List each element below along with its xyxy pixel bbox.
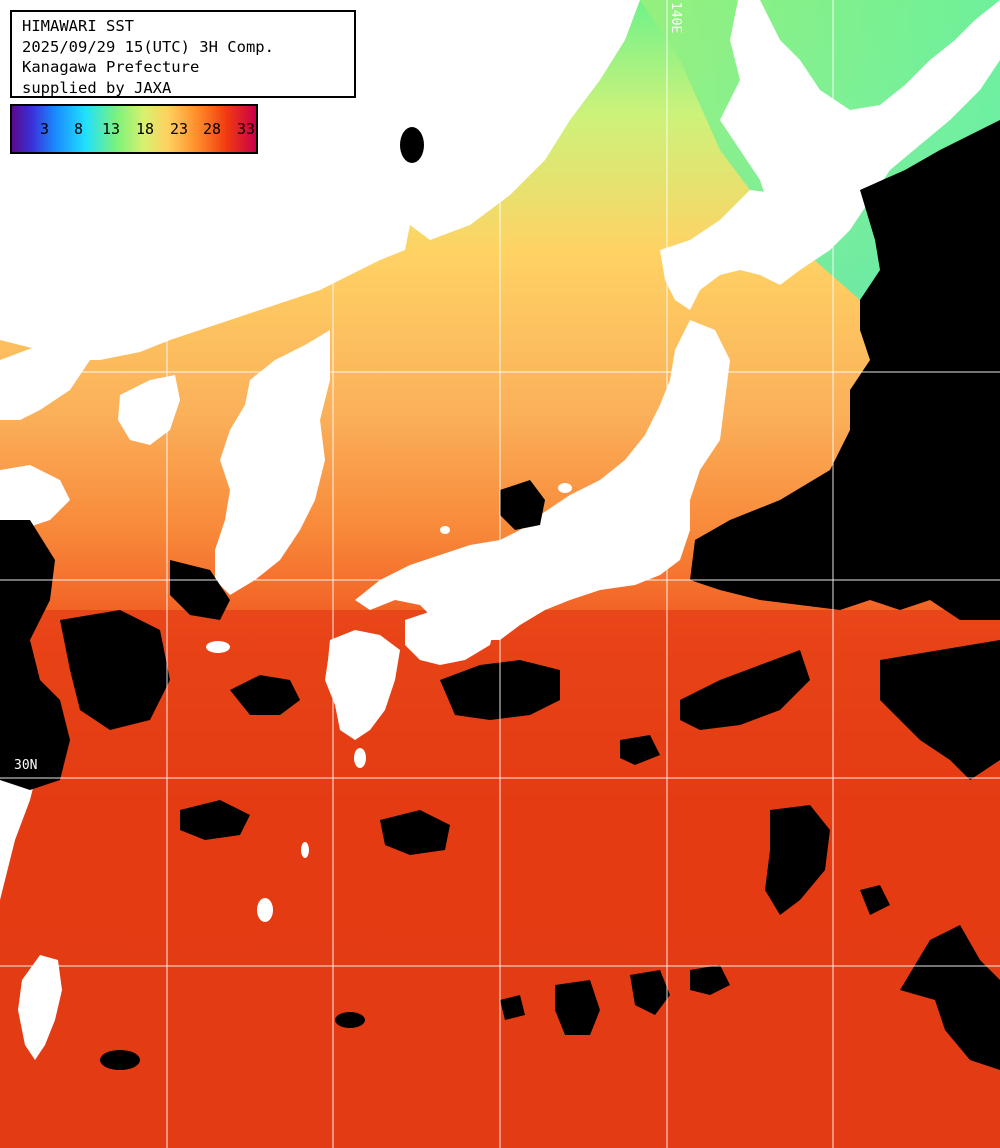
map-credit: supplied by JAXA <box>22 78 172 97</box>
cloud-east-pacific <box>690 120 1000 620</box>
land-china-north <box>0 340 90 420</box>
colorbar-label-23: 23 <box>170 120 189 138</box>
cloud-west-2 <box>60 610 170 730</box>
cloud-mid-2 <box>380 810 450 855</box>
cloud-south-4 <box>690 965 730 995</box>
colorbar-label-13: 13 <box>102 120 121 138</box>
colorbar-label-33: 33 <box>237 120 256 138</box>
map-title: HIMAWARI SST <box>22 17 134 35</box>
land-shikoku <box>405 610 495 665</box>
cloud-speck-3 <box>335 1012 365 1028</box>
land-okinawa <box>257 898 273 922</box>
cloud-south-6 <box>620 735 660 765</box>
cloud-central-2 <box>230 675 300 715</box>
cloud-west-china <box>0 520 70 790</box>
map-region: Kanagawa Prefecture <box>22 58 200 76</box>
land-sakhalin <box>720 0 1000 240</box>
land-taiwan <box>18 955 62 1060</box>
map-info-box: HIMAWARI SST 2025/09/29 15(UTC) 3H Comp.… <box>10 10 356 98</box>
land-honshu <box>355 320 730 640</box>
cloud-south-1 <box>555 980 600 1035</box>
cloud-speck-2 <box>100 1050 140 1070</box>
grid-label-140e: 140E <box>668 2 683 34</box>
land-korea <box>215 330 330 595</box>
map-timestamp: 2025/09/29 15(UTC) 3H Comp. <box>22 37 274 56</box>
land-china-liaodong <box>118 375 180 445</box>
cloud-mid-1 <box>765 805 830 915</box>
land-tanegashima <box>354 748 366 768</box>
land-amami <box>301 842 309 858</box>
cloud-mid-3 <box>180 800 250 840</box>
colorbar-label-8: 8 <box>74 120 84 138</box>
land-jeju <box>206 641 230 653</box>
land-china-coast <box>0 465 70 535</box>
cloud-japan-sea <box>500 480 545 530</box>
cloud-korea-strait <box>170 560 230 620</box>
colorbar-label-18: 18 <box>136 120 155 138</box>
colorbar-label-28: 28 <box>203 120 222 138</box>
land-sado <box>558 483 572 493</box>
cloud-south-7 <box>860 885 890 915</box>
colorbar-labels: 3 8 13 18 23 28 33 <box>12 120 256 140</box>
grid-label-30n: 30N <box>14 758 38 773</box>
cloud-east-pacific-2 <box>880 640 1000 780</box>
land-kyushu <box>325 630 400 740</box>
grid-label-40n: 40N <box>14 353 38 368</box>
land-hokkaido <box>660 190 850 310</box>
cloud-south-3 <box>900 925 1000 1070</box>
colorbar-label-3: 3 <box>40 120 50 138</box>
land-oki <box>440 526 450 534</box>
temperature-colorbar: 3 8 13 18 23 28 33 <box>10 104 258 154</box>
cloud-speck-1 <box>400 127 424 163</box>
cloud-southeast <box>680 650 810 730</box>
cloud-south-5 <box>500 995 525 1020</box>
cloud-south-2 <box>630 970 670 1015</box>
